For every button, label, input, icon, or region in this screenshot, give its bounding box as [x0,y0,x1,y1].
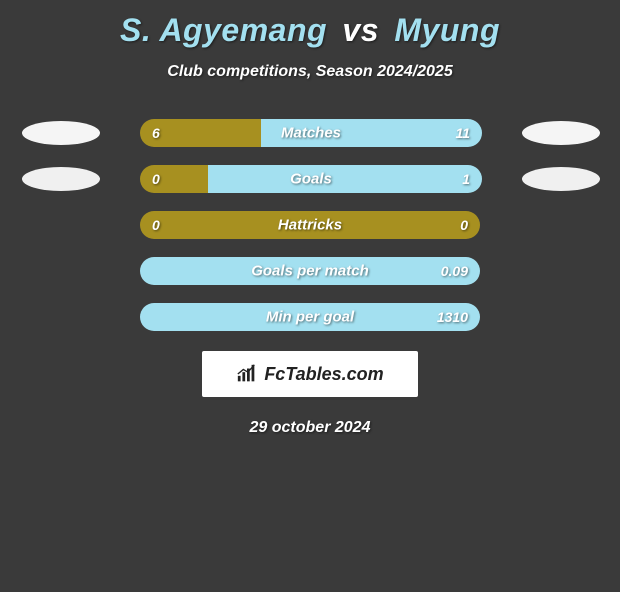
stat-value-left: 0 [152,217,160,233]
chart-icon [236,363,258,385]
stat-bar: Matches 6 11 [140,119,482,147]
team-badge-left [22,167,100,191]
subtitle: Club competitions, Season 2024/2025 [0,63,620,81]
date: 29 october 2024 [0,419,620,437]
player1-name: S. Agyemang [120,12,327,48]
stat-label: Goals [290,171,332,188]
stat-value-left: 0 [152,171,160,187]
stat-bar: Goals per match 0.09 [140,257,480,285]
stat-bar: Goals 0 1 [140,165,482,193]
stat-label: Min per goal [266,309,354,326]
player2-name: Myung [394,12,500,48]
stat-rows: Matches 6 11 Goals 0 1 Hattricks 0 0 Goals per ma… [0,119,620,331]
stat-value-right: 1 [462,171,470,187]
bar-segment-right [208,165,482,193]
stat-label: Goals per match [251,263,369,280]
stat-label: Matches [281,125,341,142]
logo-box: FcTables.com [202,351,418,397]
team-badge-left [22,121,100,145]
stat-value-right: 0 [460,217,468,233]
stat-value-right: 11 [455,125,470,141]
stat-value-right: 0.09 [441,263,468,279]
stat-row: Goals 0 1 [0,165,620,193]
stat-label: Hattricks [278,217,342,234]
team-badge-right [522,167,600,191]
stat-row: Matches 6 11 [0,119,620,147]
stat-row: Goals per match 0.09 [0,257,620,285]
stat-bar: Min per goal 1310 [140,303,480,331]
stat-row: Hattricks 0 0 [0,211,620,239]
stat-value-right: 1310 [437,309,468,325]
stat-value-left: 6 [152,125,160,141]
stat-row: Min per goal 1310 [0,303,620,331]
comparison-title: S. Agyemang vs Myung [0,12,620,49]
logo-text: FcTables.com [264,364,383,385]
bar-segment-left [140,165,208,193]
stat-bar: Hattricks 0 0 [140,211,480,239]
vs-text: vs [342,12,379,48]
team-badge-right [522,121,600,145]
